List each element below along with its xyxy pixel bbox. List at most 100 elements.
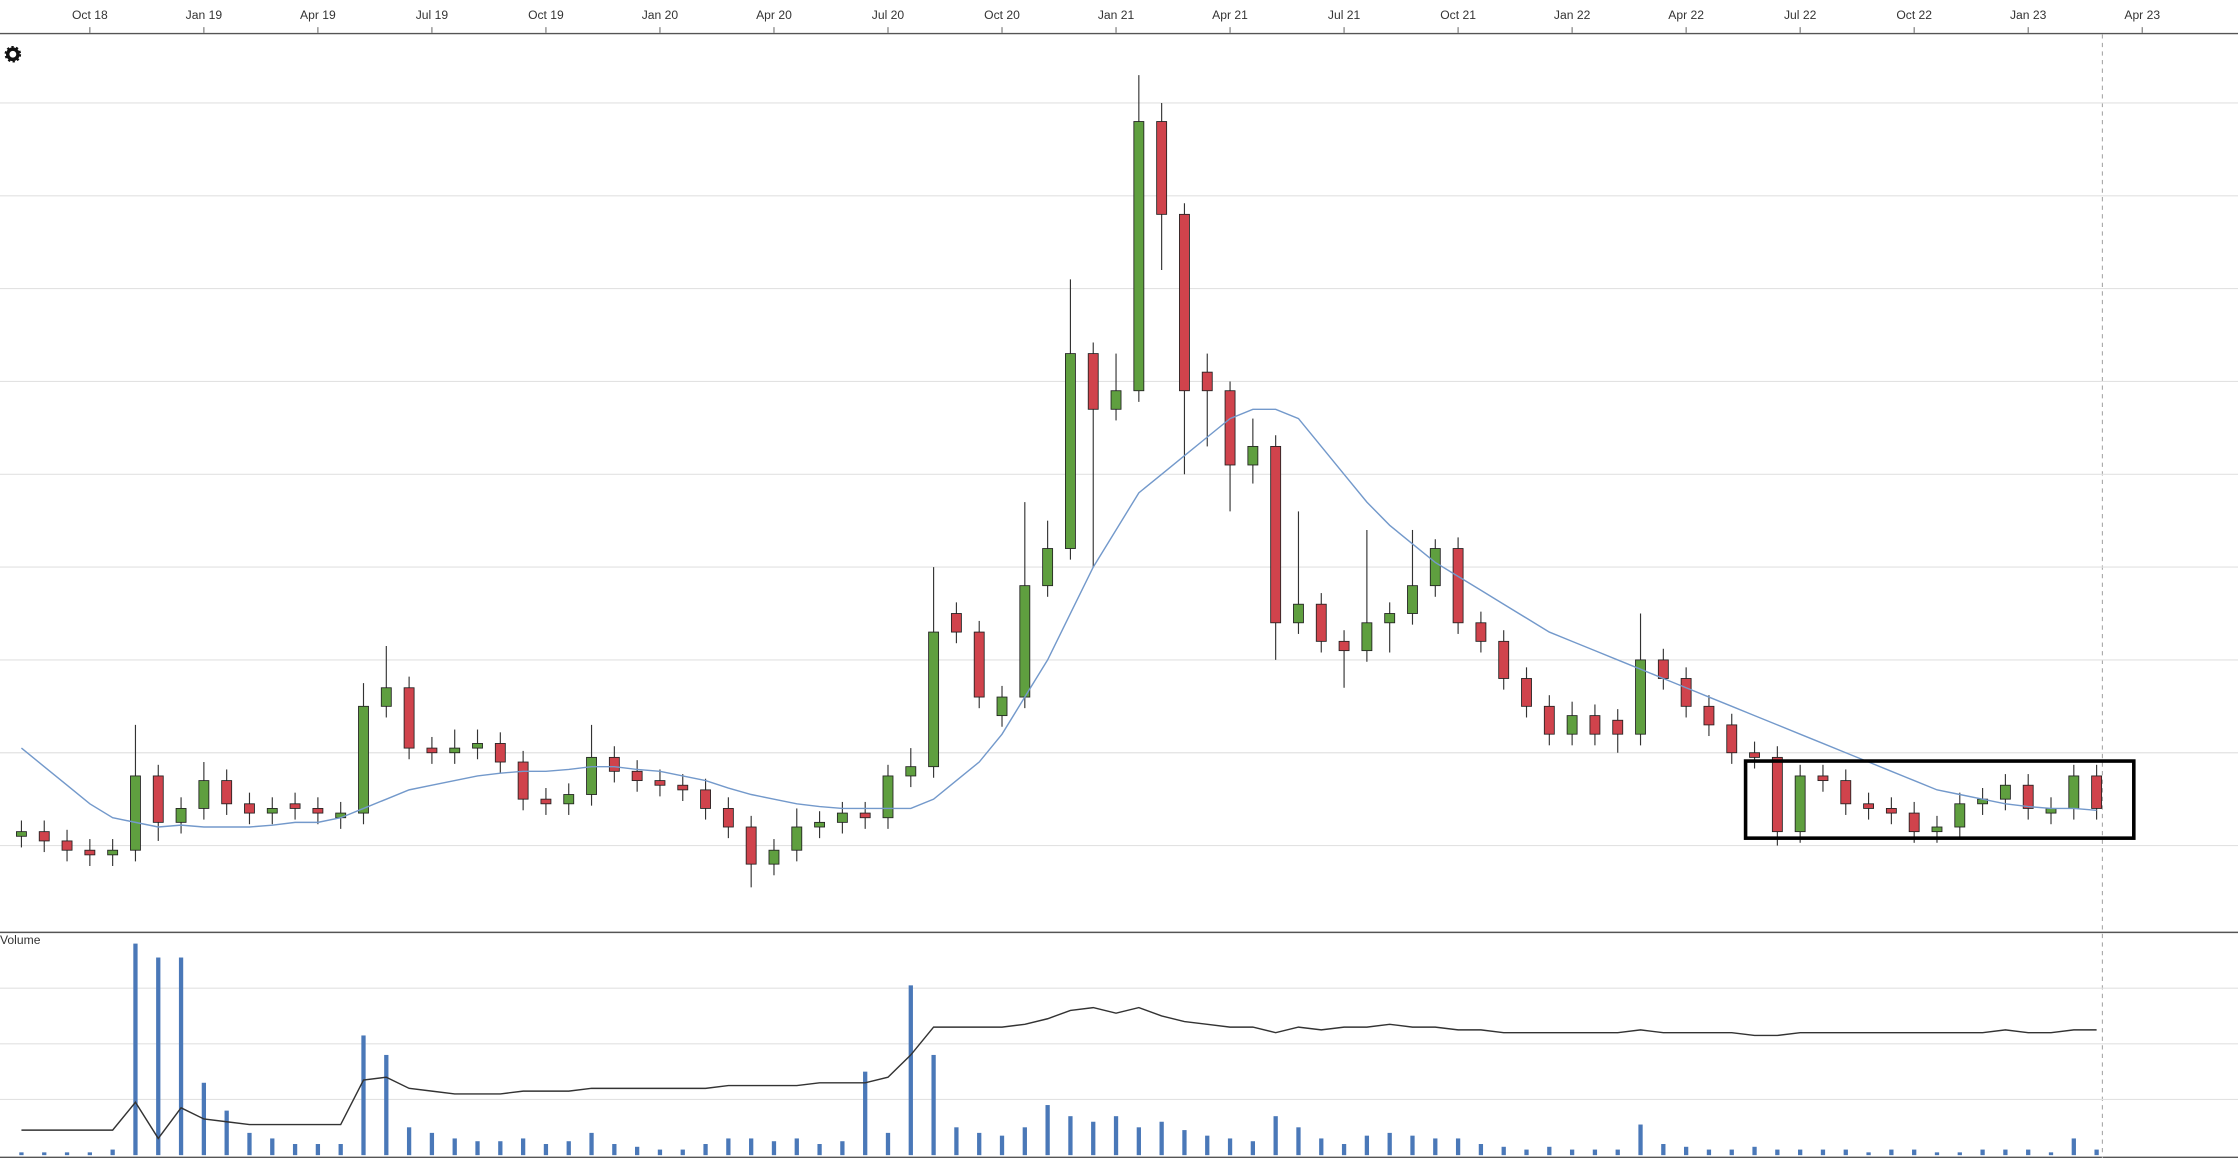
candle-body	[814, 821, 826, 828]
candle-body	[722, 808, 734, 828]
moving-average-line	[21, 1006, 2097, 1140]
gear[interactable]	[5, 47, 20, 62]
candle-body	[1224, 390, 1236, 466]
x-tick-label: Jul 19	[416, 8, 449, 22]
candle-body	[1954, 803, 1966, 828]
candle-body	[1680, 678, 1692, 707]
candle-body	[1521, 678, 1532, 707]
candle-body	[1087, 353, 1099, 410]
candle-body	[1703, 705, 1715, 726]
candle-body	[1201, 371, 1213, 392]
candle-body	[266, 808, 278, 814]
x-tick-label: Jan 23	[2010, 8, 2047, 22]
candle-body	[1771, 756, 1783, 833]
volume-bar	[543, 1144, 549, 1156]
candle-body	[1863, 803, 1874, 809]
candle-body	[1817, 775, 1829, 782]
volume-bar	[612, 1144, 617, 1156]
volume-bar	[2071, 1138, 2076, 1156]
volume-bar	[1273, 1116, 1278, 1156]
candle-body	[517, 761, 529, 800]
volume-bar	[954, 1127, 959, 1156]
volume-bar	[1820, 1149, 1826, 1156]
candle-body	[1794, 775, 1806, 833]
volume-bar	[2026, 1149, 2031, 1156]
settings-icon[interactable]	[4, 45, 22, 63]
volume-bar	[133, 943, 138, 1156]
candle-body	[1931, 826, 1943, 833]
volume-bar	[1501, 1146, 1506, 1156]
volume-bar	[680, 1149, 685, 1156]
volume-bar	[1159, 1121, 1164, 1156]
volume-bar	[19, 1152, 24, 1156]
volume-bar	[1091, 1121, 1096, 1156]
candle-body	[494, 743, 506, 763]
candle-body	[221, 780, 233, 805]
x-tick-label: Apr 23	[2124, 8, 2160, 22]
volume-bar	[1615, 1149, 1620, 1156]
candle-body	[1315, 603, 1327, 642]
candle-body	[654, 780, 666, 786]
candle-body	[1270, 445, 1282, 624]
candle-body	[608, 756, 620, 772]
volume-bar	[1661, 1144, 1666, 1156]
volume-bar	[635, 1146, 640, 1156]
candle-body	[2068, 775, 2080, 809]
volume-bar	[2094, 1149, 2099, 1156]
volume-bar	[1729, 1149, 1734, 1156]
candle-body	[472, 743, 483, 749]
volume-bar	[1410, 1135, 1415, 1156]
volume-bar	[1455, 1138, 1461, 1156]
volume-bar	[999, 1135, 1005, 1156]
volume-bar	[361, 1035, 366, 1156]
annotation-box	[1743, 759, 2136, 840]
x-tick-label: Apr 19	[300, 8, 336, 22]
volume-bar	[429, 1132, 435, 1156]
volume-bar	[406, 1127, 412, 1156]
volume-bar	[1478, 1144, 1484, 1156]
volume-bar	[292, 1144, 298, 1156]
volume-bar	[1250, 1141, 1256, 1156]
candle-body	[540, 798, 552, 805]
candle-body	[1543, 705, 1555, 735]
candle-body	[973, 631, 985, 698]
candle-body	[1019, 585, 1031, 698]
volume-bar	[1387, 1132, 1392, 1156]
candle-body	[84, 849, 96, 856]
volume-bar	[1182, 1130, 1187, 1156]
volume-bar	[1433, 1138, 1438, 1156]
volume-bar	[657, 1149, 663, 1156]
volume-bar	[1364, 1135, 1370, 1156]
candle-body	[1635, 659, 1646, 735]
candle-body	[1338, 640, 1350, 652]
plot: Oct 18 Jan 19 Apr 19 Jul 19 Oct 19 Jan 20 Apr …	[0, 8, 2238, 1156]
candle-body	[1407, 585, 1418, 614]
volume-bar	[1706, 1149, 1712, 1156]
candle-body	[563, 794, 575, 805]
candle-body	[859, 812, 871, 819]
volume-bar	[840, 1141, 845, 1156]
candle-body	[426, 747, 438, 754]
volume-bar	[64, 1152, 70, 1156]
volume-bar	[338, 1144, 343, 1156]
volume-bar	[1022, 1127, 1027, 1156]
gear-teeth[interactable]	[4, 45, 22, 63]
volume-bar	[566, 1141, 571, 1156]
candle-body	[1042, 548, 1054, 587]
volume-bar	[247, 1132, 252, 1156]
volume-bar	[1319, 1138, 1324, 1156]
volume-bar	[1934, 1152, 1940, 1156]
candle-body	[1749, 752, 1760, 758]
volume-bar	[977, 1132, 982, 1156]
candle-body	[1429, 548, 1441, 587]
x-tick-label: Jul 22	[1784, 8, 1817, 22]
volume-bar	[498, 1141, 503, 1156]
candle-body	[175, 808, 187, 823]
volume-bar	[863, 1071, 868, 1156]
volume-bar	[908, 985, 913, 1156]
x-tick-label: Jan 22	[1554, 8, 1591, 22]
volume-bar	[1205, 1135, 1210, 1156]
volume-bar	[1068, 1116, 1073, 1156]
candle-body	[312, 808, 324, 814]
